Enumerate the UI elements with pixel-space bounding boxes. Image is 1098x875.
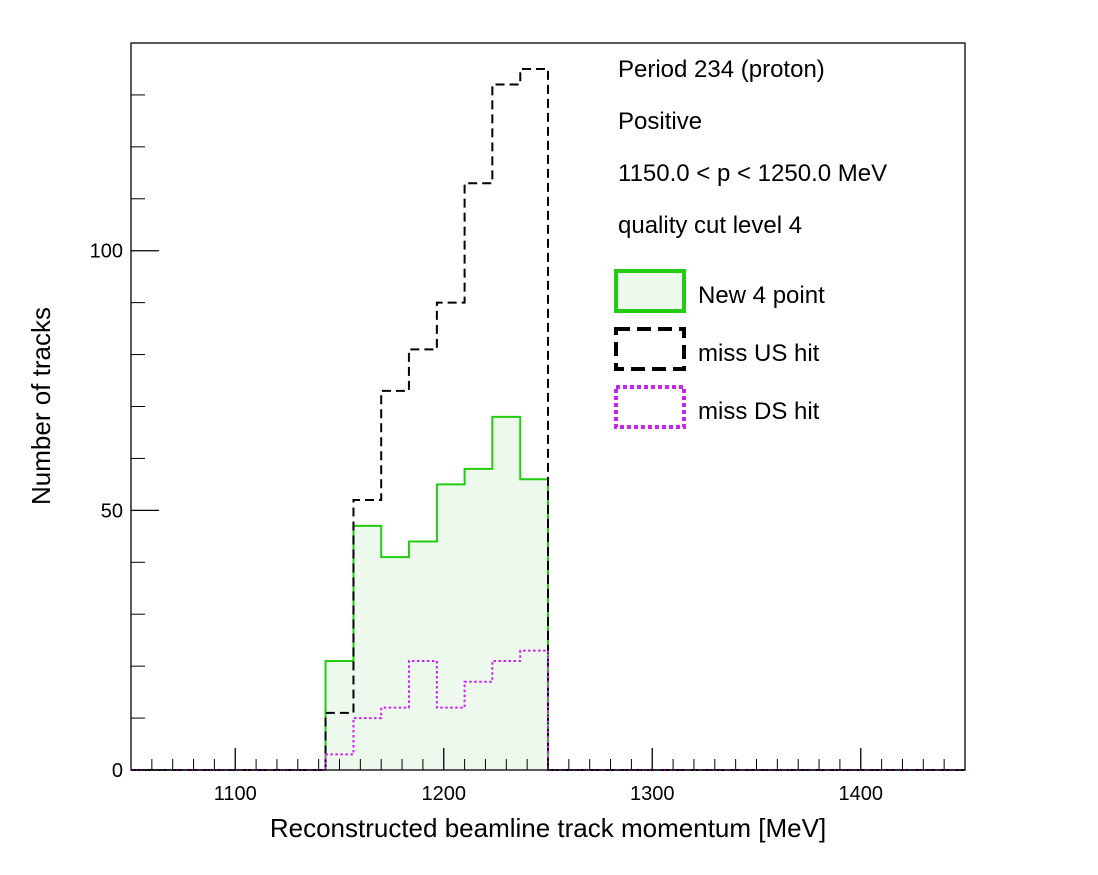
x-tick-label-1200: 1200: [422, 783, 467, 805]
series-miss-us-hit: [131, 67, 965, 771]
legend-swatch-miss-ds-hit: [614, 385, 686, 429]
legend-label-miss-us-hit: miss US hit: [698, 340, 820, 367]
legend: New 4 point miss US hit miss DS hit: [614, 269, 825, 429]
series-line-miss-ds-hit: [131, 649, 965, 771]
legend-swatch-miss-us-hit: [614, 327, 686, 371]
annotation-momentum-range: 1150.0 < p < 1250.0 MeV: [618, 160, 887, 187]
y-tick-label-50: 50: [101, 500, 123, 522]
annotation-period: Period 234 (proton): [618, 56, 825, 83]
annotation-quality-cut: quality cut level 4: [618, 212, 802, 239]
axes-layer: 0 50 100 1100 1200 1300 1400: [90, 94, 945, 805]
series-layer: [131, 67, 965, 771]
y-axis-title: Number of tracks: [26, 307, 56, 505]
y-tick-label-0: 0: [112, 760, 123, 782]
series-fill-new-4-point: [325, 416, 548, 770]
series-line-miss-us-hit: [131, 67, 965, 771]
series-miss-ds-hit: [131, 649, 965, 771]
y-tick-label-100: 100: [90, 241, 123, 263]
legend-swatch-new-4-point: [614, 269, 686, 313]
x-tick-label-1100: 1100: [214, 783, 257, 805]
annotation-charge: Positive: [618, 108, 702, 135]
x-tick-label-1300: 1300: [630, 783, 675, 805]
legend-label-miss-ds-hit: miss DS hit: [698, 398, 820, 425]
x-tick-label-1400: 1400: [839, 783, 884, 805]
x-axis-title: Reconstructed beamline track momentum [M…: [270, 813, 826, 843]
legend-label-new-4-point: New 4 point: [698, 282, 825, 309]
